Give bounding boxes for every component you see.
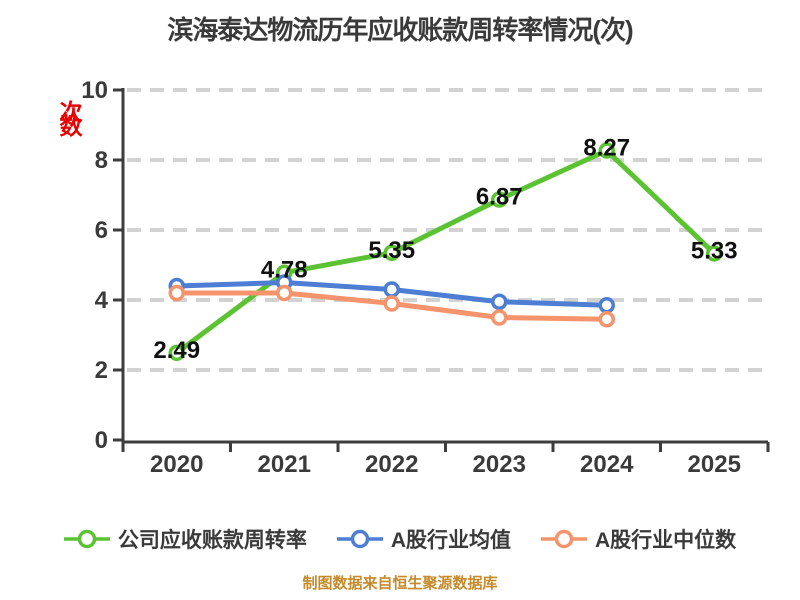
y-tick-label: 6 xyxy=(95,217,108,244)
y-axis-unit-label: 次数 xyxy=(56,100,82,128)
y-tick-label: 8 xyxy=(95,147,108,174)
data-point-2 xyxy=(383,295,400,312)
legend-item-industry-median[interactable]: A股行业中位数 xyxy=(541,524,736,554)
series-line-0 xyxy=(174,148,717,356)
x-tick-label: 2025 xyxy=(688,451,741,478)
x-tick-label: 2023 xyxy=(473,451,526,478)
x-tick-label: 2024 xyxy=(580,451,634,478)
data-point-2 xyxy=(168,284,185,302)
x-tick-label: 2021 xyxy=(258,451,311,478)
data-point-2 xyxy=(276,284,293,302)
y-tick-label: 10 xyxy=(81,77,108,104)
legend-label-industry-median: A股行业中位数 xyxy=(595,529,737,552)
line-marker-icon xyxy=(541,529,587,549)
y-tick-label: 0 xyxy=(95,427,108,454)
data-point-0 xyxy=(383,244,400,261)
data-point-0 xyxy=(598,142,615,159)
data-point-label: 8.27 xyxy=(583,135,630,162)
y-tick-label: 2 xyxy=(95,357,108,384)
line-marker-icon xyxy=(336,529,383,549)
page-title: 滨海泰达物流历年应收账款周转率情况(次) xyxy=(167,15,633,45)
data-point-label: 5.35 xyxy=(368,237,415,264)
data-point-1 xyxy=(491,293,508,310)
legend-item-industry-mean[interactable]: A股行业均值 xyxy=(336,524,511,554)
data-point-label: 4.78 xyxy=(261,257,308,284)
legend-item-company-turnover[interactable]: 公司应收账款周转率 xyxy=(63,524,307,554)
data-point-2 xyxy=(598,311,615,328)
data-point-0 xyxy=(706,245,723,262)
y-tick-label: 4 xyxy=(95,287,109,314)
data-point-1 xyxy=(598,297,615,314)
x-tick-label: 2022 xyxy=(365,451,418,478)
data-point-label: 6.87 xyxy=(476,184,523,211)
legend: 公司应收账款周转率 A股行业均值 A股行业中位数 xyxy=(0,524,800,554)
data-point-1 xyxy=(383,281,400,298)
line-marker-icon xyxy=(63,529,110,549)
x-tick-label: 2020 xyxy=(150,451,203,478)
data-point-2 xyxy=(491,309,508,326)
legend-label-company-turnover: 公司应收账款周转率 xyxy=(117,529,307,552)
legend-label-industry-mean: A股行业均值 xyxy=(390,529,511,552)
footer-source-note: 制图数据来自恒生聚源数据库 xyxy=(302,575,498,592)
data-point-0 xyxy=(491,191,508,208)
data-point-label: 5.33 xyxy=(691,237,738,264)
data-point-0 xyxy=(168,344,185,362)
data-point-label: 2.49 xyxy=(153,337,200,364)
